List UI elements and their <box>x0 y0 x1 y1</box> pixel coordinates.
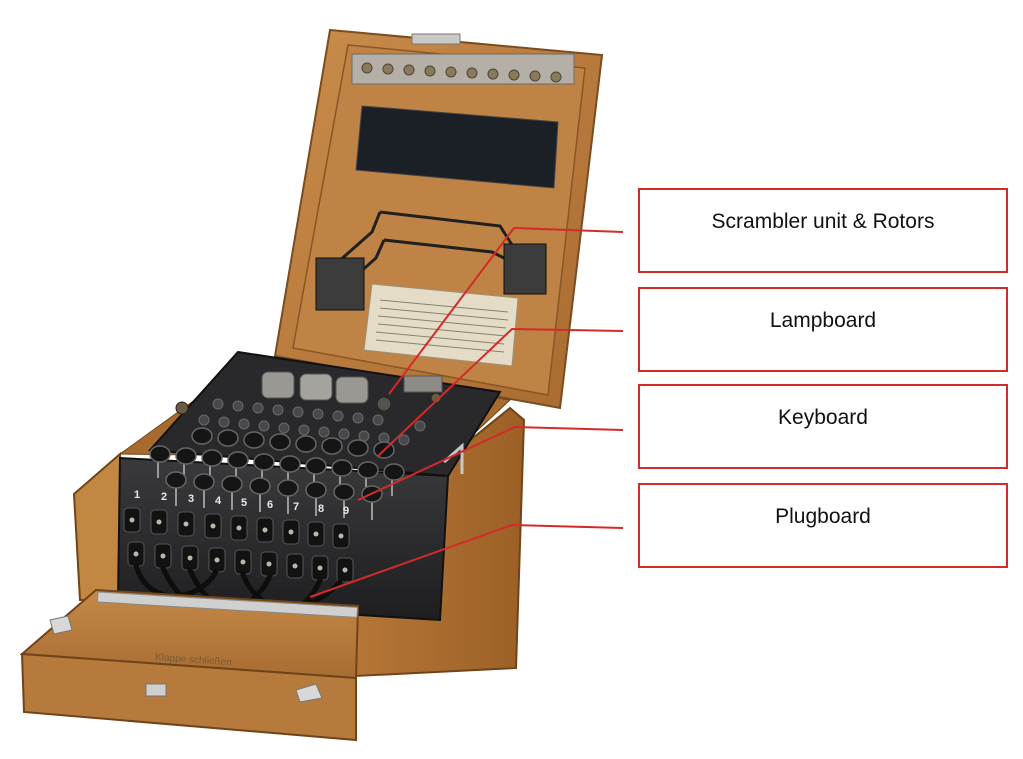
label-box-plugboard: Plugboard <box>638 483 1008 568</box>
label-box-keyboard: Keyboard <box>638 384 1008 469</box>
enigma-machine: 1 2 3 4 5 6 7 8 9 <box>116 350 502 623</box>
label-box-scrambler: Scrambler unit & Rotors <box>638 188 1008 273</box>
plug-number-9: 9 <box>343 505 349 517</box>
front-flap: Klappe schließen <box>19 588 360 742</box>
plug-number-7: 7 <box>293 501 299 513</box>
flap-latch <box>145 683 167 697</box>
filter-screen <box>355 105 559 189</box>
plug-number-5: 5 <box>241 497 247 509</box>
label-plugboard: Plugboard <box>775 504 871 528</box>
plug-number-4: 4 <box>215 495 222 507</box>
rotor-windows <box>261 371 443 412</box>
lid-connector-left <box>315 257 365 311</box>
callout-line-lampboard <box>377 327 624 457</box>
case-knob-left <box>175 401 189 415</box>
plug-number-6: 6 <box>267 499 273 511</box>
callout-line-keyboard <box>357 425 624 501</box>
flap-hinge <box>96 591 359 618</box>
lid-latch <box>411 33 461 45</box>
lid-connector-right <box>503 243 547 295</box>
flap-clasp-left <box>49 615 73 635</box>
label-keyboard: Keyboard <box>778 405 868 429</box>
label-box-lampboard: Lampboard <box>638 287 1008 372</box>
plug-number-2: 2 <box>161 491 167 503</box>
plugboard <box>123 507 354 623</box>
plugboard-numbers: 1 2 3 4 5 6 7 8 9 <box>134 489 349 517</box>
front-cover-text: Klappe schließen <box>155 652 232 668</box>
label-scrambler: Scrambler unit & Rotors <box>711 209 935 233</box>
flap-clasp-right <box>295 683 323 703</box>
plug-number-3: 3 <box>188 493 194 505</box>
spare-bulbs <box>361 62 562 83</box>
plug-number-8: 8 <box>318 503 324 515</box>
plug-number-1: 1 <box>134 489 140 501</box>
callout-line-scrambler <box>388 226 624 395</box>
lampboard <box>198 398 426 446</box>
case-knob-right <box>430 392 442 404</box>
label-lampboard: Lampboard <box>769 308 877 332</box>
case-lid <box>273 28 604 410</box>
callout-lines <box>309 226 624 598</box>
callout-line-plugboard <box>309 523 624 598</box>
